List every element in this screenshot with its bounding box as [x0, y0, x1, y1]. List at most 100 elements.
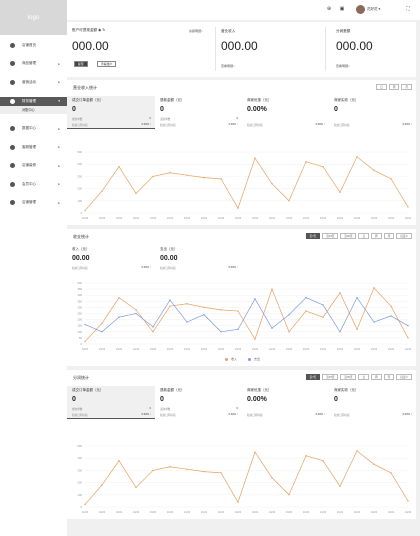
metric-merchant-discount[interactable]: 商家优惠（元） 0.00% 较前日同时段 0.00% ↑ — [242, 386, 329, 419]
y-tick-label: 400 — [77, 162, 82, 166]
metric-value: 0.00% — [247, 106, 267, 113]
tab-week[interactable]: 周 — [371, 374, 382, 380]
username[interactable]: 花好花 ▾ — [367, 7, 380, 12]
tab-7days[interactable]: 近7天 — [305, 374, 321, 380]
tab-month[interactable]: 月 — [383, 374, 395, 380]
sidebar-item-service[interactable]: 客服管理 ▸ — [0, 138, 67, 157]
x-tick-label: 10/22 — [371, 347, 378, 351]
goods-icon — [10, 61, 15, 67]
sidebar-item-home[interactable]: 店铺首页 — [0, 36, 67, 55]
x-tick-label: 10/22 — [320, 347, 327, 351]
sidebar-item-shop[interactable]: 店铺管理 ▸ — [0, 194, 67, 213]
metric-order-amount[interactable]: 成交订单金额（元） 0 成交单数 0 较前日同时段 0.00% ↑ — [67, 96, 155, 129]
revenue-detail-link[interactable]: 查看明细> — [221, 64, 235, 68]
legend-income-label[interactable]: 收入 — [231, 357, 238, 361]
y-tick-label: 500 — [77, 150, 82, 154]
metric-merchant-received[interactable]: 商家实收（元） 0 较前日同时段 0.00% ↑ — [329, 96, 416, 129]
metric-label: 收入（元） — [72, 247, 90, 251]
sidebar-item-finance[interactable]: 财务管理 ▾ — [0, 96, 67, 106]
sidebar: logo 店铺首页 商品管理 ▸ 营销活动 ▸ 财务管理 ▾ 对账中心 数据中心 ▸ 客… — [0, 0, 67, 536]
fullscreen-icon[interactable]: ⛶ — [406, 6, 410, 12]
message-icon[interactable]: ▣ — [339, 6, 345, 12]
metric-label: 商家实收（元） — [334, 388, 359, 392]
x-tick-label: 10/22 — [150, 510, 157, 514]
metric-sub-label: 成交单数 — [72, 118, 83, 121]
tab-week[interactable]: 周 — [371, 233, 382, 239]
tab-15days[interactable]: 近15天 — [322, 233, 339, 239]
data-point — [84, 209, 86, 212]
y-tick-label: 0 — [80, 505, 82, 509]
y-tick-label: 100 — [77, 199, 82, 203]
metric-value: 0 — [334, 106, 338, 113]
x-tick-label: 10/22 — [99, 510, 106, 514]
data-point — [118, 316, 120, 318]
y-tick-label: 450 — [77, 287, 82, 291]
tab-week[interactable]: 周 — [388, 84, 400, 90]
data-point — [339, 191, 341, 193]
withdraw-button[interactable]: 提现 — [74, 61, 88, 67]
tab-day[interactable]: 日 — [358, 374, 370, 380]
metric-compare-value: 0.00% ↑ — [228, 413, 238, 416]
income-period-tabs: 近7天 近15天 近30天 日 周 月 自定义 — [305, 233, 412, 239]
search-icon[interactable]: ⊕ — [326, 6, 332, 12]
refresh-icon[interactable]: ↻ — [102, 28, 106, 32]
x-tick-label: 10/22 — [405, 347, 412, 351]
data-point — [339, 485, 341, 487]
sidebar-item-decor[interactable]: 店铺装修 ▸ — [0, 157, 67, 176]
balance-detail-link[interactable]: 余额明细> — [189, 29, 203, 33]
legend-expense-label[interactable]: 支出 — [254, 357, 261, 361]
data-point — [84, 503, 86, 506]
metric-refund-amount[interactable]: 退款金额（元） 0 退款单数 0 较前日同时段 0.00% ↑ — [155, 96, 242, 129]
tab-7days[interactable]: 近7天 — [305, 233, 321, 239]
profit-diff-detail-link[interactable]: 查看明细> — [336, 64, 350, 68]
x-tick-label: 10/22 — [218, 347, 225, 351]
tab-custom[interactable]: 自定义 — [396, 374, 412, 380]
sidebar-item-member[interactable]: 会员中心 ▸ — [0, 175, 67, 194]
data-point — [84, 323, 86, 326]
tab-custom[interactable]: 自定义 — [396, 233, 412, 239]
sidebar-item-label: 店铺首页 — [22, 42, 36, 47]
y-tick-label: 500 — [77, 281, 82, 285]
metric-compare-label: 较前日同时段 — [334, 414, 350, 417]
tab-month[interactable]: 月 — [401, 84, 412, 90]
data-point — [220, 309, 222, 311]
tab-30days[interactable]: 近30天 — [340, 233, 357, 239]
metric-compare-label: 较前日同时段 — [160, 124, 176, 127]
x-tick-label: 10/22 — [371, 510, 378, 514]
data-point — [271, 327, 273, 329]
revenue-period-tabs: 日 周 月 — [376, 84, 412, 90]
metric-compare-value: 0.00% ↑ — [228, 266, 238, 269]
data-point — [322, 165, 324, 168]
metric-merchant-discount[interactable]: 商家优惠（元） 0.00% 较前日同时段 0.00% ↑ — [242, 96, 329, 129]
sidebar-item-data[interactable]: 数据中心 ▸ — [0, 120, 67, 139]
tab-month[interactable]: 月 — [383, 233, 395, 239]
sidebar-item-goods[interactable]: 商品管理 ▸ — [0, 55, 67, 74]
metric-merchant-received[interactable]: 商家实收（元） 0 较前日同时段 0.00% ↑ — [329, 386, 416, 419]
sidebar-item-marketing[interactable]: 营销活动 ▸ — [0, 73, 67, 92]
avatar[interactable] — [356, 5, 365, 14]
sidebar-subitem-reconcile[interactable]: 对账中心 — [0, 105, 67, 114]
x-tick-label: 10/22 — [235, 510, 242, 514]
eye-icon[interactable]: ◉ — [98, 28, 102, 32]
tab-day[interactable]: 日 — [358, 233, 370, 239]
metric-refund-amount[interactable]: 退款金额（元） 0 退款单数 0 较前日同时段 0.00% ↑ — [155, 386, 242, 419]
chevron-right-icon: ▸ — [58, 80, 60, 85]
metric-income[interactable]: 收入（元） 00.00 较前日同时段 0.00% ↑ — [67, 245, 155, 273]
tab-15days[interactable]: 近15天 — [322, 374, 339, 380]
data-point — [271, 288, 273, 290]
tab-day[interactable]: 日 — [376, 84, 387, 90]
data-point — [237, 501, 239, 503]
view-account-button[interactable]: 查看账户 — [97, 61, 117, 67]
data-point — [407, 500, 409, 502]
metric-expense[interactable]: 支出（元） 00.00 较前日同时段 0.00% ↑ — [155, 245, 242, 273]
metric-order-amount[interactable]: 成交订单金额（元） 0 成交单数 0 较前日同时段 0.00% ↑ — [67, 386, 155, 419]
x-tick-label: 10/22 — [405, 510, 412, 514]
data-point — [407, 337, 409, 339]
home-icon — [10, 42, 15, 48]
x-tick-label: 10/22 — [337, 216, 344, 220]
tab-30days[interactable]: 近30天 — [340, 374, 357, 380]
x-tick-label: 10/22 — [320, 510, 327, 514]
data-point — [186, 303, 188, 305]
x-tick-label: 10/22 — [184, 347, 191, 351]
sidebar-subitem-label: 对账中心 — [22, 108, 35, 112]
